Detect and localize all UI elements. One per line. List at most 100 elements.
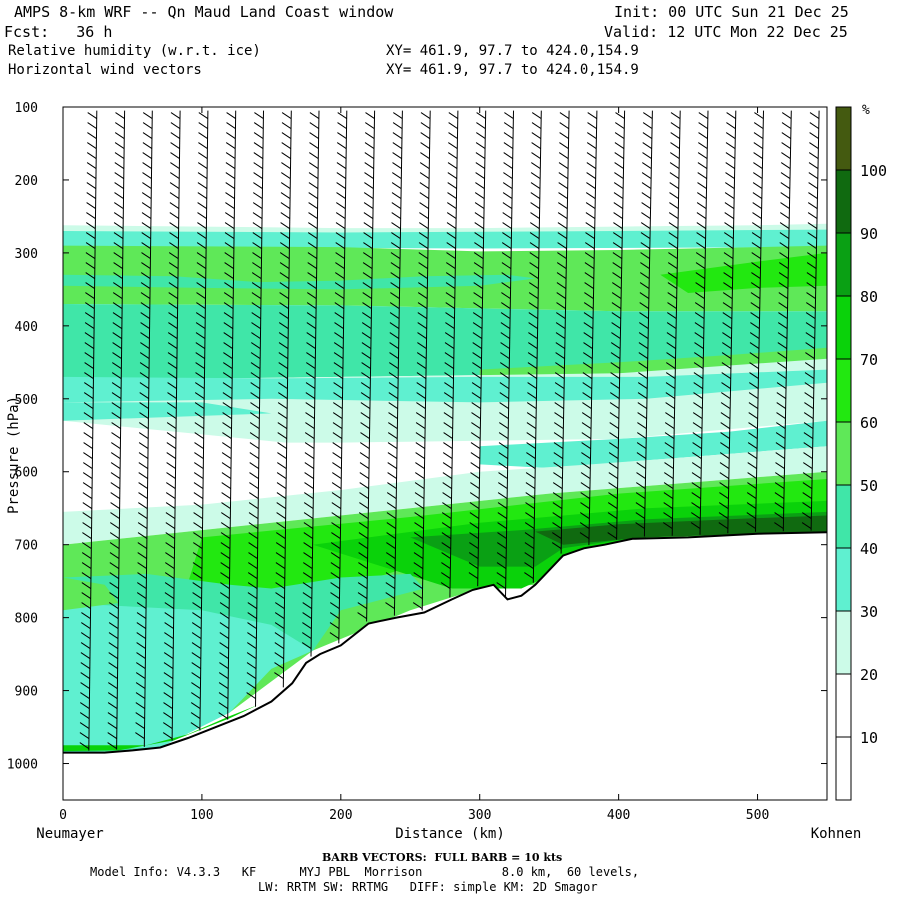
wind-barb-shaft <box>810 110 820 531</box>
wind-barb-ticks <box>468 112 486 580</box>
wind-barb-shaft <box>282 110 292 688</box>
wind-barb-ticks <box>385 112 403 610</box>
rh-band-3 <box>63 274 536 290</box>
colorbar-swatch-6 <box>836 359 851 422</box>
model-info-1: Model Info: V4.3.3 KF MYJ PBL Morrison 8… <box>90 865 640 879</box>
wind-barb-ticks <box>524 112 542 580</box>
wind-barb-shaft <box>255 110 264 707</box>
colorbar-label-100: 100 <box>860 162 887 180</box>
colorbar-swatch-10 <box>836 107 851 170</box>
wind-barb-column-24 <box>746 110 764 532</box>
plot-frame <box>62 106 828 801</box>
wind-barb-column-2 <box>135 110 153 747</box>
wind-barb-ticks <box>718 112 736 530</box>
wind-barb-column-16 <box>524 110 542 583</box>
colorbar-label-10: 10 <box>860 729 878 747</box>
wind-barb-ticks <box>135 112 153 740</box>
colorbar-swatch-9 <box>836 170 851 233</box>
y-tick-label-500: 500 <box>15 393 38 408</box>
wind-barb-ticks <box>274 112 292 680</box>
colorbar-label-50: 50 <box>860 477 878 495</box>
y-tick-label-100: 100 <box>15 101 38 116</box>
rh-band-16 <box>146 479 827 720</box>
colorbar-label-90: 90 <box>860 225 878 243</box>
y-tick-label-900: 900 <box>15 685 38 700</box>
wind-barb-column-20 <box>635 110 653 537</box>
wind-barb-column-7 <box>274 110 292 688</box>
wind-barb-column-0 <box>79 110 98 751</box>
colorbar-label-40: 40 <box>860 540 878 558</box>
terrain <box>63 532 827 800</box>
colorbar-label-30: 30 <box>860 603 878 621</box>
header-title: AMPS 8-km WRF -- Qn Maud Land Coast wind… <box>14 3 394 21</box>
rh-band-10 <box>63 369 827 403</box>
x-tick-label-500: 500 <box>746 808 769 823</box>
wind-barb-ticks <box>357 112 375 620</box>
wind-barb-column-19 <box>607 110 626 540</box>
wind-barb-shaft <box>143 110 153 747</box>
wind-barb-ticks <box>496 112 514 590</box>
header-field: Relative humidity (w.r.t. ice) <box>8 43 261 59</box>
wind-barb-ticks <box>690 112 709 530</box>
rh-band-19 <box>535 515 827 545</box>
colorbar-frame <box>835 106 852 801</box>
x-axis-label: Distance (km) <box>395 826 505 842</box>
wind-barb-ticks <box>190 112 209 730</box>
wind-barb-shaft <box>421 110 431 611</box>
y-tick-label-800: 800 <box>15 612 38 627</box>
header-vectors: Horizontal wind vectors <box>8 62 202 78</box>
wind-barb-shaft <box>366 110 376 622</box>
wind-barb-column-14 <box>468 110 487 587</box>
wind-barb-ticks <box>774 112 792 530</box>
wind-barb-column-21 <box>663 110 681 536</box>
wind-barb-ticks <box>746 112 764 530</box>
y-tick-label-700: 700 <box>15 539 38 554</box>
header-valid: Valid: 12 UTC Mon 22 Dec 25 <box>604 23 848 41</box>
wind-barb-ticks <box>551 112 570 550</box>
wind-barb-column-6 <box>246 110 264 707</box>
wind-barb-shaft <box>393 110 403 616</box>
x-tick-label-400: 400 <box>607 808 630 823</box>
wind-barb-column-25 <box>774 110 792 532</box>
wind-barb-shaft <box>560 110 570 554</box>
wind-barb-shaft <box>199 110 209 731</box>
wind-barb-ticks <box>162 112 181 740</box>
wind-barb-column-26 <box>801 110 820 531</box>
wind-barb-shaft <box>532 110 542 583</box>
left-location-label: Neumayer <box>36 826 103 842</box>
wind-barb-ticks <box>329 112 347 640</box>
wind-barb-ticks <box>579 112 597 540</box>
wind-barb-shaft <box>505 110 514 598</box>
x-tick-label-100: 100 <box>190 808 213 823</box>
rh-band-23 <box>63 705 258 752</box>
rh-band-12 <box>479 420 827 469</box>
y-tick-label-1000: 1000 <box>7 758 38 773</box>
wind-barb-ticks <box>663 112 681 530</box>
wind-barb-column-12 <box>412 110 431 611</box>
x-tick-label-0: 0 <box>59 808 67 823</box>
wind-barb-column-1 <box>107 110 126 750</box>
wind-barb-shaft <box>782 110 792 532</box>
colorbar-swatch-4 <box>836 485 851 548</box>
wind-barb-column-8 <box>301 110 320 657</box>
x-tick-label-200: 200 <box>329 808 352 823</box>
rh-shading <box>63 223 827 753</box>
wind-barb-shaft <box>588 110 598 546</box>
wind-barb-ticks <box>412 112 431 610</box>
header-init: Init: 00 UTC Sun 21 Dec 25 <box>614 3 849 21</box>
y-tick-label-200: 200 <box>15 174 38 189</box>
rh-band-4 <box>660 252 827 293</box>
colorbar-label-20: 20 <box>860 666 878 684</box>
wind-barb-column-17 <box>551 110 570 554</box>
wind-barb-ticks <box>801 112 820 530</box>
wind-barb-ticks <box>218 112 236 720</box>
wind-barb-shaft <box>310 110 320 657</box>
wind-barb-ticks <box>440 112 459 590</box>
colorbar-label-70: 70 <box>860 351 878 369</box>
colorbar-swatch-0 <box>836 737 851 800</box>
wind-barb-ticks <box>635 112 653 530</box>
rh-band-1 <box>63 229 827 249</box>
wind-barb-shaft <box>699 110 709 535</box>
colorbar-swatch-1 <box>836 674 851 737</box>
